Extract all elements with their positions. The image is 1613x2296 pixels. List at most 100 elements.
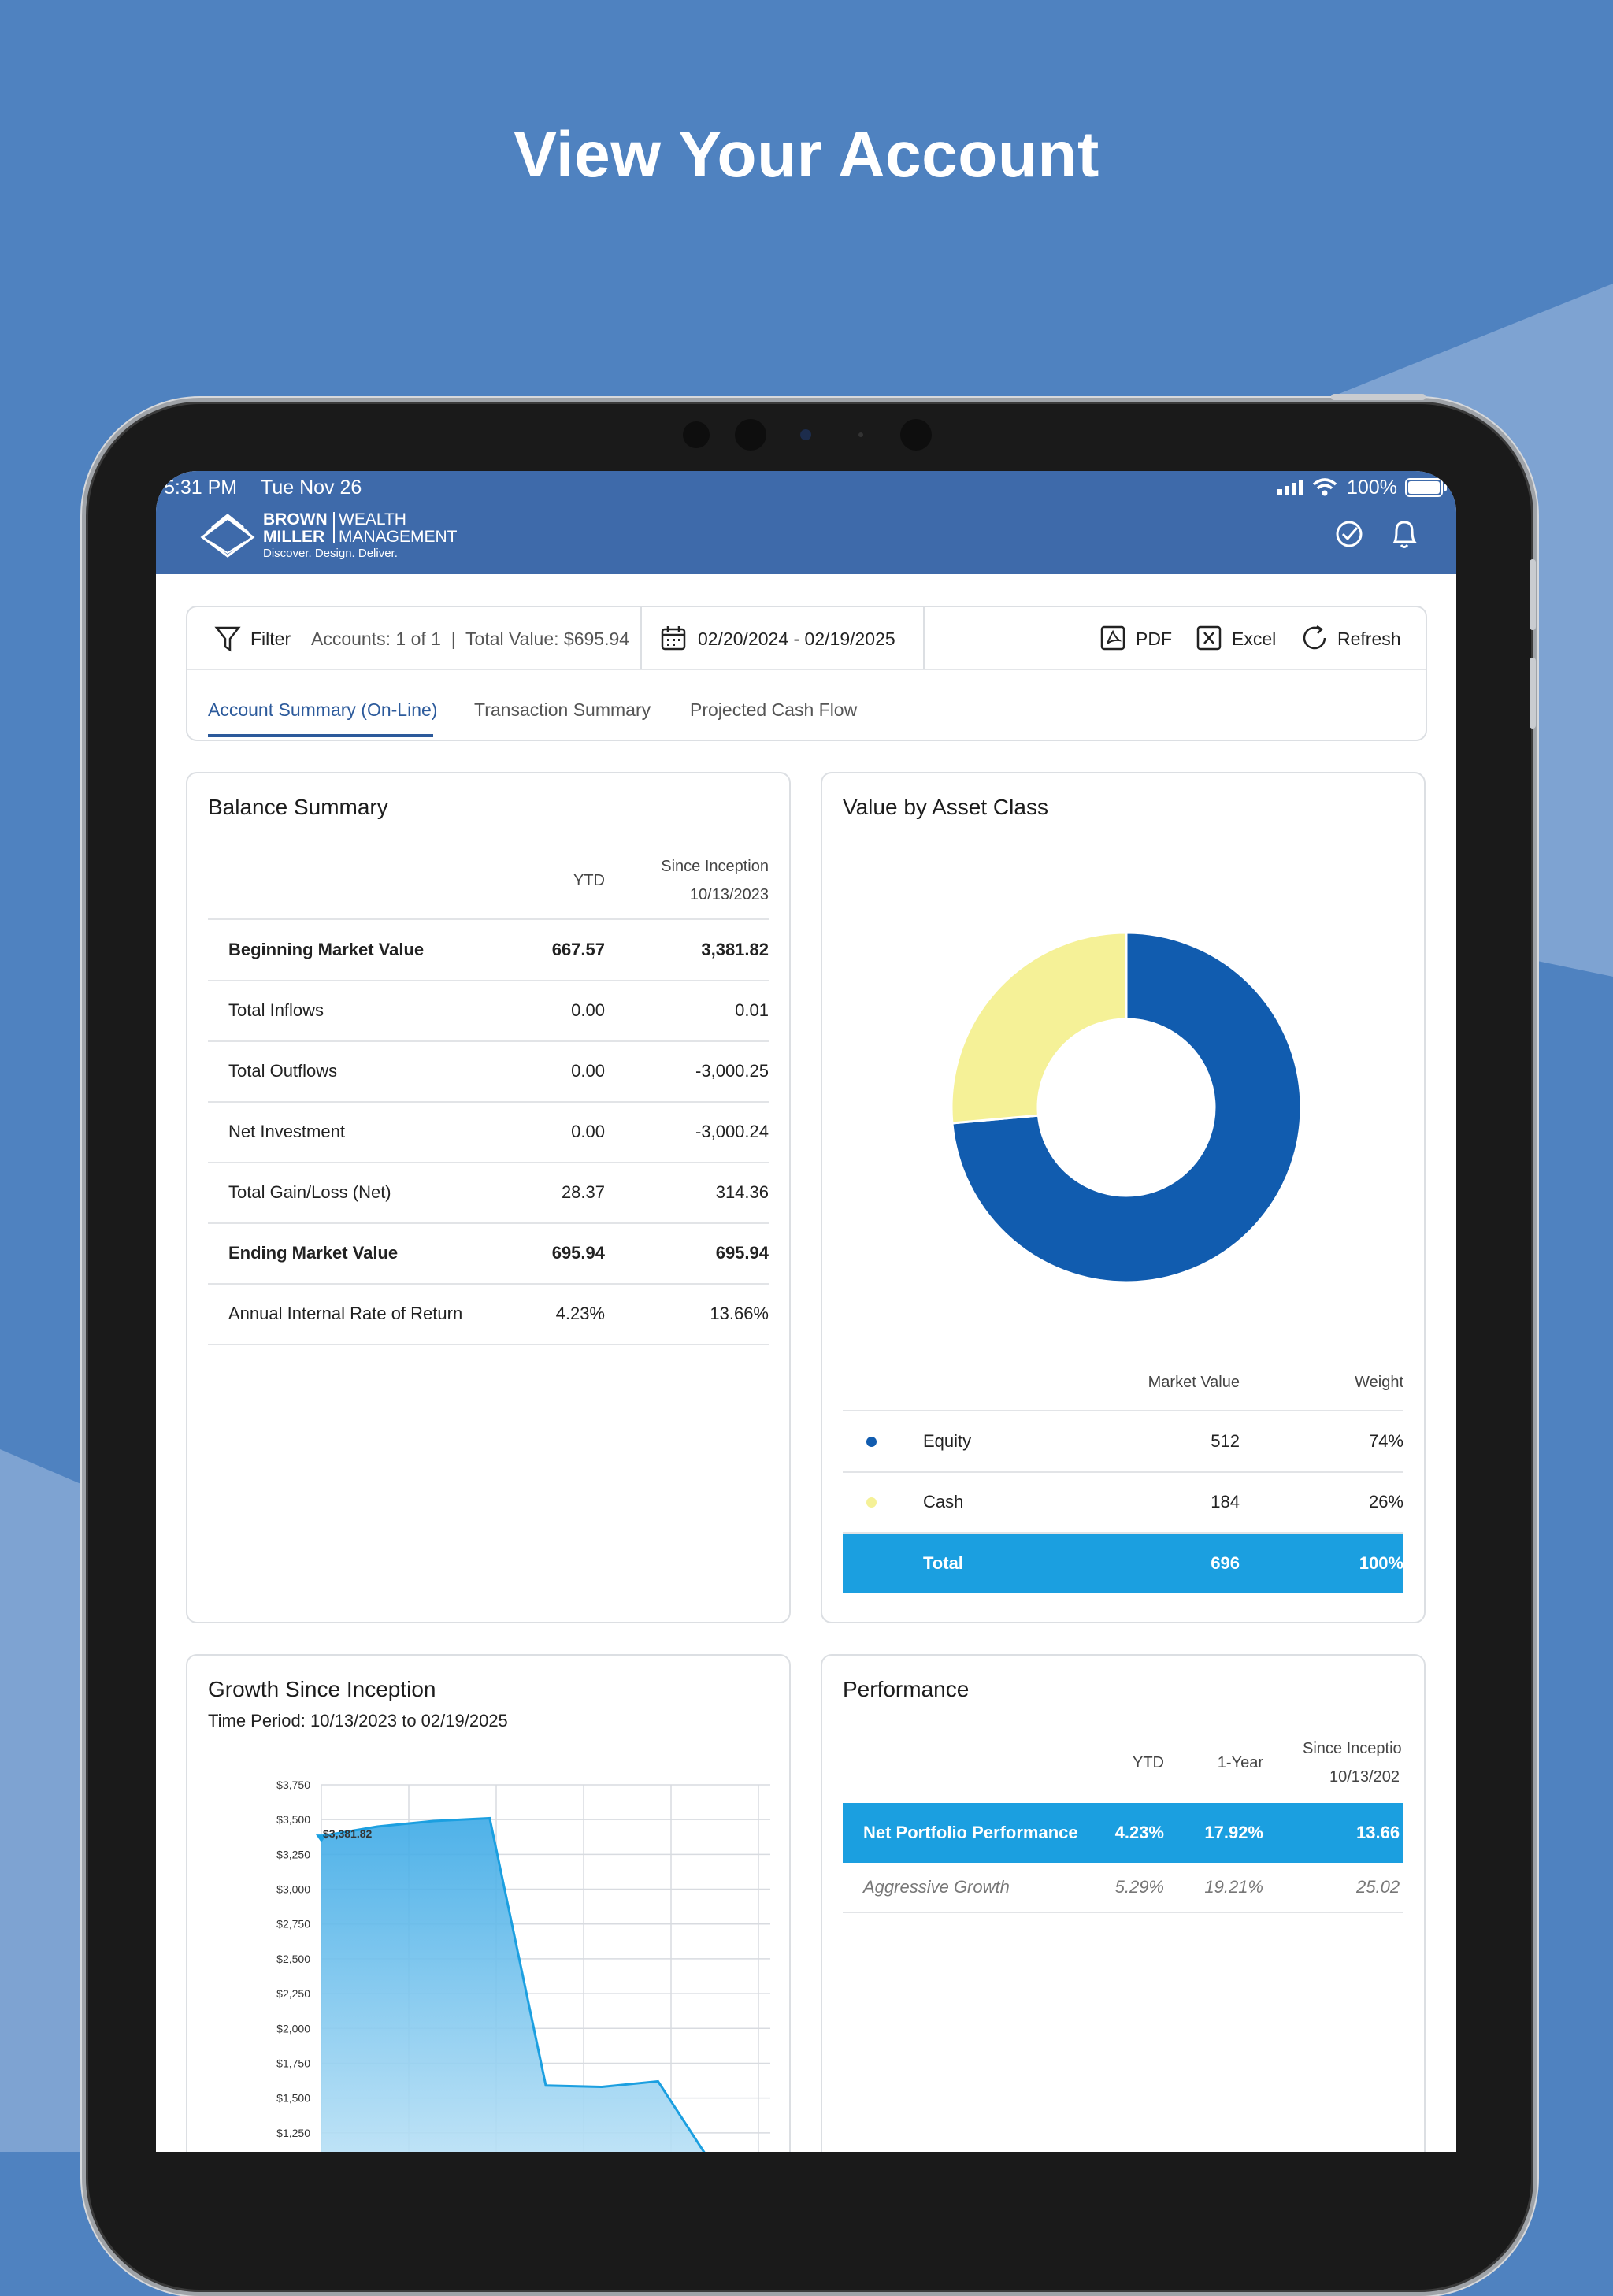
balance-row-ytd: 0.00 [571, 1122, 605, 1141]
balance-summary-card: Balance Summary YTD Since Inception 10/1… [186, 772, 791, 1623]
balance-row-ytd: 667.57 [551, 940, 605, 959]
y-tick-label: $1,750 [276, 2057, 310, 2069]
perf-ytd: 4.23% [1114, 1823, 1164, 1842]
y-tick-label: $3,500 [276, 1813, 310, 1826]
y-tick-label: $3,000 [276, 1883, 310, 1896]
perf-1yr: 17.92% [1204, 1823, 1263, 1842]
tab-projected-cash-flow[interactable]: Projected Cash Flow [690, 699, 858, 720]
accounts-summary: Accounts: 1 of 1 | Total Value: $695.94 [311, 629, 630, 649]
equity-legend-dot [866, 1437, 877, 1447]
logo-brown: BROWN [263, 510, 328, 529]
toolbar-divider [923, 607, 925, 669]
balance-row: Total Outflows 0.00 -3,000.25 [208, 1041, 769, 1103]
logo-wealth: WEALTH [339, 510, 406, 529]
volume-down-button [1530, 658, 1536, 729]
growth-title: Growth Since Inception [208, 1677, 436, 1701]
refresh-button[interactable]: Refresh [1337, 629, 1401, 649]
tab-active-indicator [208, 734, 433, 737]
tablet-screen: 5:31 PM Tue Nov 26 100% BROWN MILLER [156, 471, 1456, 2152]
status-date: Tue Nov 26 [261, 477, 362, 499]
camera-sensor [683, 421, 710, 448]
balance-row: Total Gain/Loss (Net) 28.37 314.36 [208, 1163, 769, 1224]
date-range-picker[interactable]: 02/20/2024 - 02/19/2025 [698, 629, 895, 649]
growth-period: Time Period: 10/13/2023 to 02/19/2025 [208, 1711, 508, 1730]
asset-row-cash: Cash 184 26% [843, 1472, 1403, 1534]
toolbar-divider [640, 607, 642, 669]
asset-total-row: Total 696 100% [843, 1534, 1403, 1593]
asset-row-equity: Equity 512 74% [843, 1411, 1403, 1473]
total-label: Total [923, 1553, 963, 1573]
col-header-market-value: Market Value [1148, 1374, 1240, 1391]
excel-icon[interactable] [1196, 625, 1222, 651]
balance-row-since: 695.94 [715, 1243, 769, 1263]
power-button [1331, 394, 1426, 400]
perf-benchmark-row: Aggressive Growth 5.29% 19.21% 25.02 [843, 1863, 1403, 1913]
check-circle-icon[interactable] [1335, 520, 1363, 548]
balance-row-ytd: 0.00 [571, 1061, 605, 1081]
growth-area-chart: $3,750 $3,500 $3,250 $3,000 $2,750 $2,500 $2,2… [276, 1779, 770, 2152]
benchmark-label: Aggressive Growth [863, 1877, 1010, 1897]
cellular-signal-icon [1277, 480, 1303, 495]
balance-row: Ending Market Value 695.94 695.94 [208, 1223, 769, 1285]
growth-area-fill [321, 1818, 704, 2152]
balance-row-label: Annual Internal Rate of Return [228, 1304, 463, 1323]
logo-miller: MILLER [263, 528, 325, 546]
pdf-icon[interactable] [1099, 625, 1126, 651]
total-value: 696 [1211, 1553, 1240, 1573]
excel-button[interactable]: Excel [1232, 629, 1277, 649]
perf-col-header-since-inception: Since Inceptio [1303, 1740, 1402, 1757]
y-tick-label: $2,500 [276, 1953, 310, 1965]
balance-row-label: Total Inflows [228, 1000, 324, 1020]
y-tick-label: $3,250 [276, 1848, 310, 1860]
filter-button[interactable]: Filter [250, 629, 291, 649]
y-tick-label: $3,750 [276, 1779, 310, 1791]
tab-account-summary[interactable]: Account Summary (On-Line) [208, 699, 438, 720]
growth-line [321, 1816, 706, 2152]
donut-slice-cash [950, 931, 1128, 1125]
col-header-since-inception: Since Inception [661, 858, 769, 875]
balance-row-since: -3,000.25 [695, 1061, 769, 1081]
y-tick-label: $1,500 [276, 2092, 310, 2105]
wifi-icon [1312, 478, 1337, 496]
toolbar-card: Filter Accounts: 1 of 1 | Total Value: $… [186, 606, 1427, 741]
y-tick-label: $1,250 [276, 2127, 310, 2139]
benchmark-since: 25.02 [1356, 1877, 1400, 1897]
asset-class-card: Value by Asset Class Market Value Weight… [821, 772, 1426, 1623]
performance-title: Performance [843, 1677, 970, 1701]
filter-icon[interactable] [214, 625, 241, 653]
asset-donut-chart [950, 931, 1303, 1284]
asset-weight: 74% [1368, 1431, 1403, 1451]
asset-value: 512 [1211, 1431, 1240, 1451]
bell-icon[interactable] [1390, 518, 1418, 550]
y-tick-label: $2,750 [276, 1918, 310, 1931]
balance-summary-title: Balance Summary [208, 795, 388, 819]
asset-class-title: Value by Asset Class [843, 795, 1048, 819]
balance-row: Beginning Market Value 667.57 3,381.82 [208, 920, 769, 981]
growth-annotation-label: $3,381.82 [323, 1827, 372, 1840]
perf-highlight-row: Net Portfolio Performance 4.23% 17.92% 1… [843, 1803, 1403, 1863]
annotation-marker [316, 1834, 327, 1843]
camera-sensor [858, 432, 863, 437]
y-tick-label: $2,000 [276, 2022, 310, 2035]
asset-table-header-divider [843, 1410, 1403, 1411]
asset-name: Cash [923, 1492, 964, 1512]
balance-row-label: Total Outflows [228, 1061, 338, 1081]
tab-transaction-summary[interactable]: Transaction Summary [474, 699, 651, 720]
total-weight: 100% [1359, 1553, 1403, 1573]
app-header: BROWN MILLER WEALTH MANAGEMENT Discover.… [156, 503, 1456, 574]
col-header-since-date: 10/13/2023 [689, 886, 769, 903]
balance-row-ytd: 695.94 [551, 1243, 605, 1263]
col-header-weight: Weight [1355, 1374, 1403, 1391]
balance-row-since: 0.01 [735, 1000, 769, 1020]
calendar-icon[interactable] [660, 625, 687, 651]
y-tick-label: $2,250 [276, 1987, 310, 2000]
toolbar-separator [187, 669, 1426, 670]
asset-name: Equity [923, 1431, 972, 1451]
refresh-icon[interactable] [1300, 623, 1329, 653]
logo-tagline: Discover. Design. Deliver. [263, 547, 398, 560]
logo-management: MANAGEMENT [339, 528, 458, 546]
balance-row-label: Net Investment [228, 1122, 345, 1141]
pdf-button[interactable]: PDF [1136, 629, 1172, 649]
battery-icon [1405, 478, 1447, 497]
balance-row-since: 13.66% [710, 1304, 769, 1323]
